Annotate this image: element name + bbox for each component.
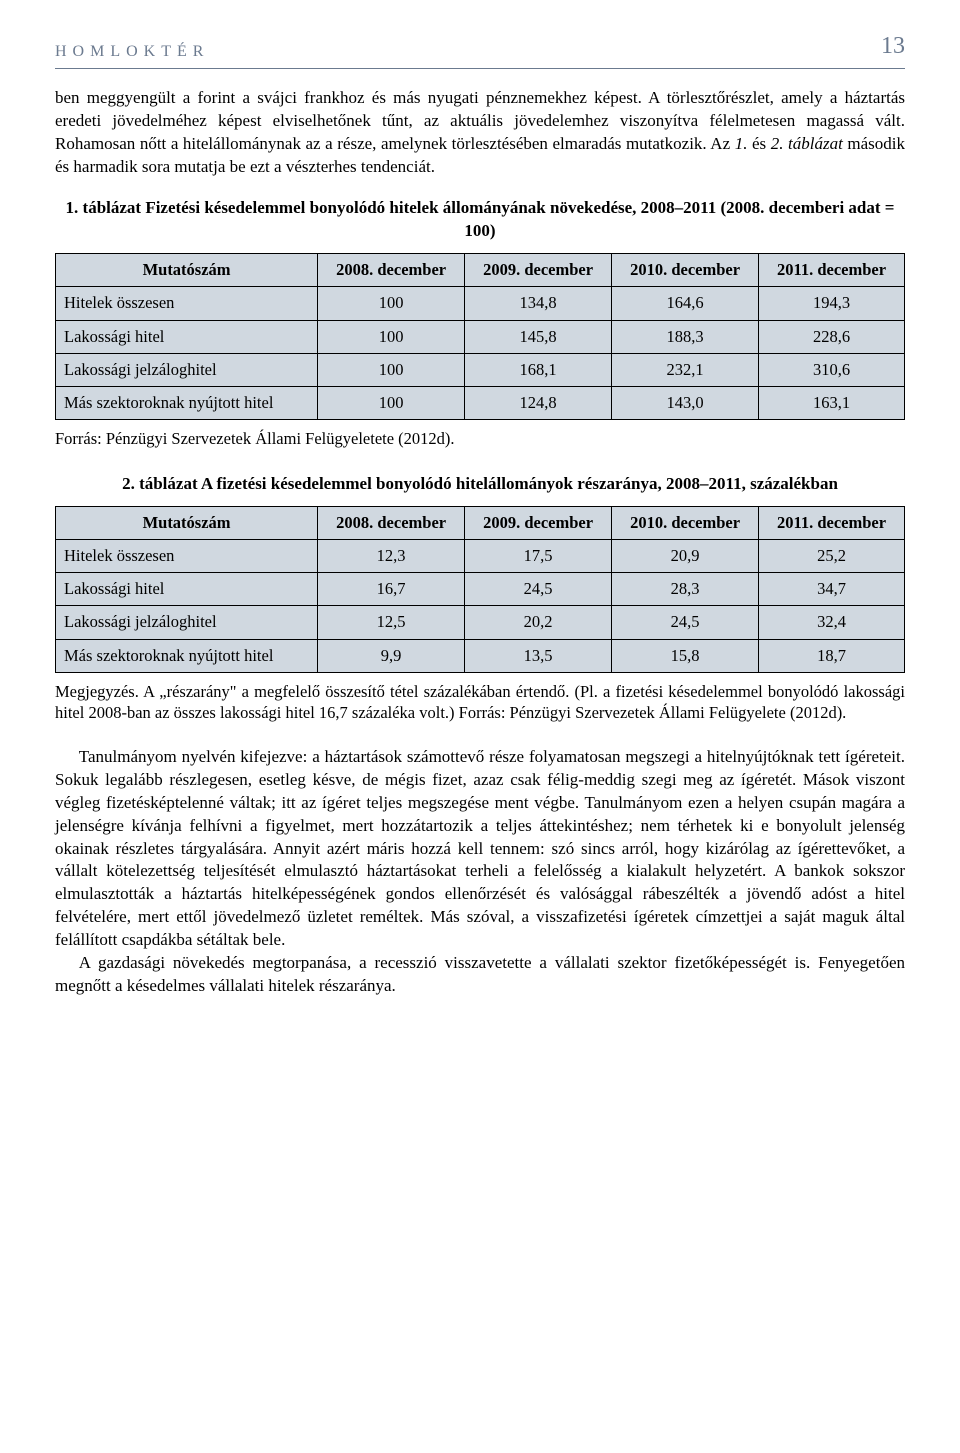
body-paragraph-2: A gazdasági növekedés megtorpanása, a re… <box>55 952 905 998</box>
row-value: 188,3 <box>612 320 759 353</box>
row-value: 20,9 <box>612 539 759 572</box>
row-value: 232,1 <box>612 353 759 386</box>
table2-caption: 2. táblázat A fizetési késedelemmel bony… <box>55 473 905 496</box>
page-header: HOMLOKTÉR 13 <box>55 30 905 69</box>
row-value: 34,7 <box>759 573 905 606</box>
row-value: 25,2 <box>759 539 905 572</box>
row-value: 9,9 <box>318 639 465 672</box>
table1-source: Forrás: Pénzügyi Szervezetek Állami Felü… <box>55 428 905 450</box>
table2-note: Megjegyzés. A „részarány" a megfelelő ös… <box>55 681 905 724</box>
row-value: 32,4 <box>759 606 905 639</box>
intro-paragraph: ben meggyengült a forint a svájci frankh… <box>55 87 905 179</box>
table-row: Lakossági jelzáloghitel100168,1232,1310,… <box>56 353 905 386</box>
body-paragraph-1: Tanulmányom nyelvén kifejezve: a háztart… <box>55 746 905 952</box>
row-label: Hitelek összesen <box>56 539 318 572</box>
row-value: 100 <box>318 353 465 386</box>
row-label: Más szektoroknak nyújtott hitel <box>56 387 318 420</box>
row-value: 12,3 <box>318 539 465 572</box>
table1-col0: Mutatószám <box>56 254 318 287</box>
row-value: 24,5 <box>465 573 612 606</box>
section-title: HOMLOKTÉR <box>55 41 209 63</box>
row-value: 164,6 <box>612 287 759 320</box>
row-label: Lakossági jelzáloghitel <box>56 353 318 386</box>
table1-col4: 2011. december <box>759 254 905 287</box>
table1-caption: 1. táblázat Fizetési késedelemmel bonyol… <box>55 197 905 243</box>
row-value: 100 <box>318 320 465 353</box>
table2-col2: 2009. december <box>465 506 612 539</box>
row-value: 310,6 <box>759 353 905 386</box>
table-row: Más szektoroknak nyújtott hitel100124,81… <box>56 387 905 420</box>
row-label: Lakossági jelzáloghitel <box>56 606 318 639</box>
table-row: Lakossági hitel16,724,528,334,7 <box>56 573 905 606</box>
row-value: 18,7 <box>759 639 905 672</box>
row-value: 100 <box>318 287 465 320</box>
row-value: 24,5 <box>612 606 759 639</box>
row-value: 143,0 <box>612 387 759 420</box>
page-number: 13 <box>881 30 905 62</box>
table-row: Hitelek összesen12,317,520,925,2 <box>56 539 905 572</box>
table1-col2: 2009. december <box>465 254 612 287</box>
row-value: 168,1 <box>465 353 612 386</box>
table-row: Lakossági jelzáloghitel12,520,224,532,4 <box>56 606 905 639</box>
row-label: Lakossági hitel <box>56 320 318 353</box>
row-value: 145,8 <box>465 320 612 353</box>
table2-col4: 2011. december <box>759 506 905 539</box>
row-value: 17,5 <box>465 539 612 572</box>
row-label: Hitelek összesen <box>56 287 318 320</box>
row-value: 228,6 <box>759 320 905 353</box>
row-value: 124,8 <box>465 387 612 420</box>
row-label: Lakossági hitel <box>56 573 318 606</box>
table1-col1: 2008. december <box>318 254 465 287</box>
row-value: 194,3 <box>759 287 905 320</box>
row-value: 15,8 <box>612 639 759 672</box>
table1: Mutatószám 2008. december 2009. december… <box>55 253 905 420</box>
row-value: 20,2 <box>465 606 612 639</box>
table-row: Más szektoroknak nyújtott hitel9,913,515… <box>56 639 905 672</box>
row-value: 134,8 <box>465 287 612 320</box>
table1-col3: 2010. december <box>612 254 759 287</box>
row-value: 13,5 <box>465 639 612 672</box>
row-value: 12,5 <box>318 606 465 639</box>
table2-col0: Mutatószám <box>56 506 318 539</box>
table-row: Hitelek összesen100134,8164,6194,3 <box>56 287 905 320</box>
row-value: 163,1 <box>759 387 905 420</box>
row-value: 100 <box>318 387 465 420</box>
table2: Mutatószám 2008. december 2009. december… <box>55 506 905 673</box>
table2-col1: 2008. december <box>318 506 465 539</box>
row-value: 28,3 <box>612 573 759 606</box>
row-value: 16,7 <box>318 573 465 606</box>
table2-col3: 2010. december <box>612 506 759 539</box>
row-label: Más szektoroknak nyújtott hitel <box>56 639 318 672</box>
table-row: Lakossági hitel100145,8188,3228,6 <box>56 320 905 353</box>
